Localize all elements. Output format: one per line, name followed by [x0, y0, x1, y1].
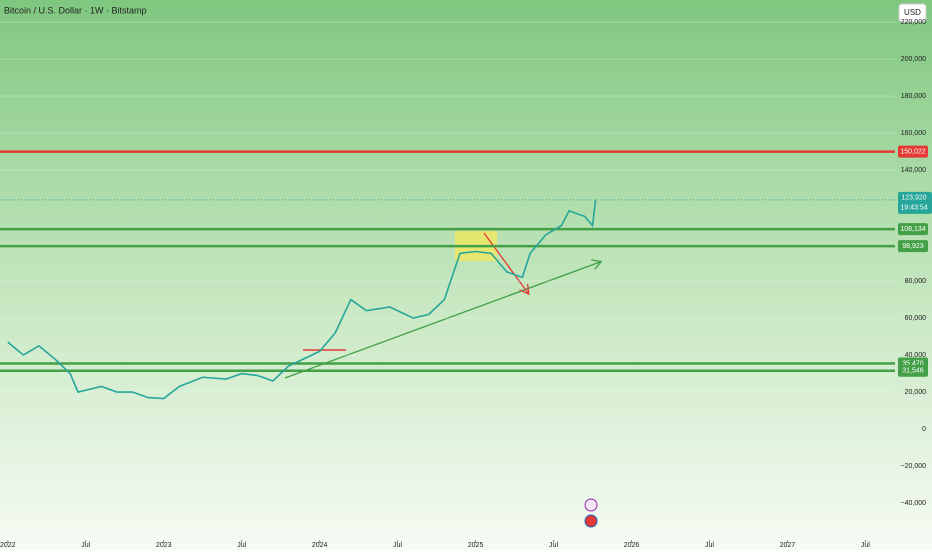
- y-tick-label: 140,000: [901, 167, 926, 174]
- currency-button[interactable]: [898, 3, 927, 23]
- level-label: 150,022: [900, 148, 925, 155]
- x-tick-label: Jul: [237, 542, 246, 549]
- level-label: 35,470: [902, 360, 924, 367]
- x-tick-label: 2022: [0, 542, 16, 549]
- y-tick-label: 0: [922, 426, 926, 433]
- level-label: 31,546: [902, 368, 924, 375]
- countdown: 19:43:54: [900, 205, 927, 212]
- y-tick-label: −20,000: [901, 463, 927, 470]
- x-tick-label: Jul: [861, 542, 870, 549]
- x-tick-label: 2025: [468, 542, 484, 549]
- level-tag: [898, 240, 928, 253]
- x-tick-label: Jul: [549, 542, 558, 549]
- trend-line: [284, 262, 600, 379]
- y-tick-label: 200,000: [901, 56, 926, 63]
- y-tick-label: 20,000: [905, 389, 927, 396]
- y-tick-label: 80,000: [905, 278, 927, 285]
- last-price-label: 123,920: [901, 195, 926, 202]
- y-tick-label: 180,000: [901, 93, 926, 100]
- level-label: 98,923: [902, 243, 924, 250]
- x-tick-label: Jul: [81, 542, 90, 549]
- last-price-tag: [898, 191, 932, 214]
- level-tag: [898, 145, 928, 158]
- level-tag: [898, 223, 928, 236]
- y-tick-label: −40,000: [901, 500, 927, 507]
- x-tick-label: 2027: [780, 542, 796, 549]
- price-line: [7, 199, 597, 400]
- x-tick-label: 2026: [624, 542, 640, 549]
- down-arrow: [483, 232, 528, 293]
- level-label: 108,134: [900, 226, 925, 233]
- x-tick-label: Jul: [705, 542, 714, 549]
- x-tick-label: 2024: [312, 542, 328, 549]
- y-tick-label: 160,000: [901, 130, 926, 137]
- chart-title: Bitcoin / U.S. Dollar · 1W · Bitstamp: [4, 5, 147, 15]
- y-tick-label: 220,000: [901, 19, 926, 26]
- level-tag: [898, 364, 928, 377]
- x-tick-label: Jul: [393, 542, 402, 549]
- y-tick-label: 40,000: [905, 352, 927, 359]
- x-tick-label: 2023: [156, 542, 172, 549]
- events: [584, 498, 598, 528]
- currency[interactable]: USD: [904, 8, 921, 17]
- y-tick-label: 60,000: [905, 315, 927, 322]
